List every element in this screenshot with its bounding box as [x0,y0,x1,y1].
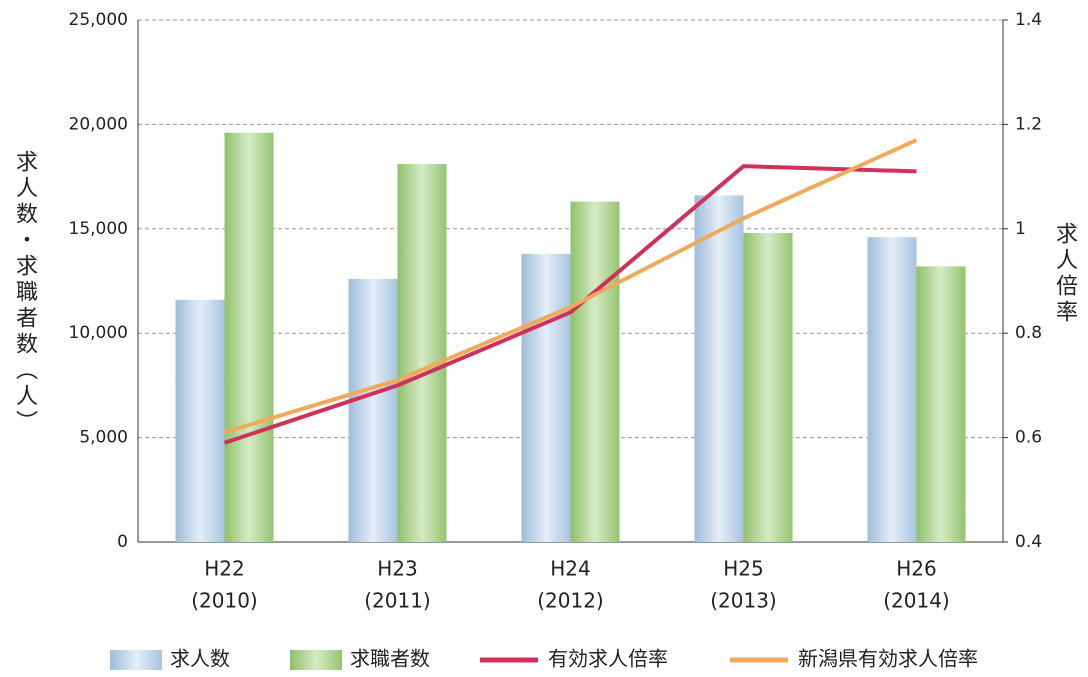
legend-swatch [290,650,342,670]
y-tick-label: 25,000 [69,10,128,30]
legend-swatch [110,650,162,670]
y-tick-label: 15,000 [69,219,128,239]
bar [521,253,571,542]
y-tick-label: 5,000 [79,428,128,448]
y-axis-label: 求人数・求職者数（人） [12,150,38,436]
bar [694,195,744,542]
x-tick-label: H24 [550,557,591,581]
legend-label: 求人数 [170,647,230,671]
y-tick-label: 0 [117,532,128,552]
line-series [223,164,917,445]
bar [916,266,966,542]
y-tick-label: 10,000 [69,323,128,343]
x-tick-sublabel: (2013) [710,589,777,613]
bar [743,232,793,542]
bar [224,132,274,542]
x-tick-sublabel: (2011) [364,589,431,613]
bar [867,237,917,543]
x-tick-sublabel: (2012) [537,589,604,613]
x-tick-label: H25 [723,557,764,581]
legend-label: 求職者数 [350,647,430,671]
line-series [223,138,918,435]
legend-label: 有効求人倍率 [548,647,668,671]
x-tick-label: H22 [204,557,245,581]
y2-tick-label: 0.6 [1015,428,1042,448]
y2-tick-label: 0.8 [1015,323,1042,343]
y2-axis-label: 求人倍率 [1052,222,1078,326]
bar [348,278,398,542]
bar [175,299,225,542]
y-tick-label: 20,000 [69,114,128,134]
legend-label: 新潟県有効求人倍率 [798,647,978,671]
y2-tick-label: 1.2 [1015,114,1042,134]
x-tick-sublabel: (2014) [883,589,950,613]
y2-tick-label: 1.4 [1015,10,1042,30]
x-tick-sublabel: (2010) [191,589,258,613]
bar [397,164,447,542]
bar [570,201,620,542]
x-tick-label: H23 [377,557,418,581]
y2-tick-label: 0.4 [1015,532,1042,552]
x-tick-label: H26 [896,557,937,581]
y2-tick-label: 1 [1015,219,1026,239]
